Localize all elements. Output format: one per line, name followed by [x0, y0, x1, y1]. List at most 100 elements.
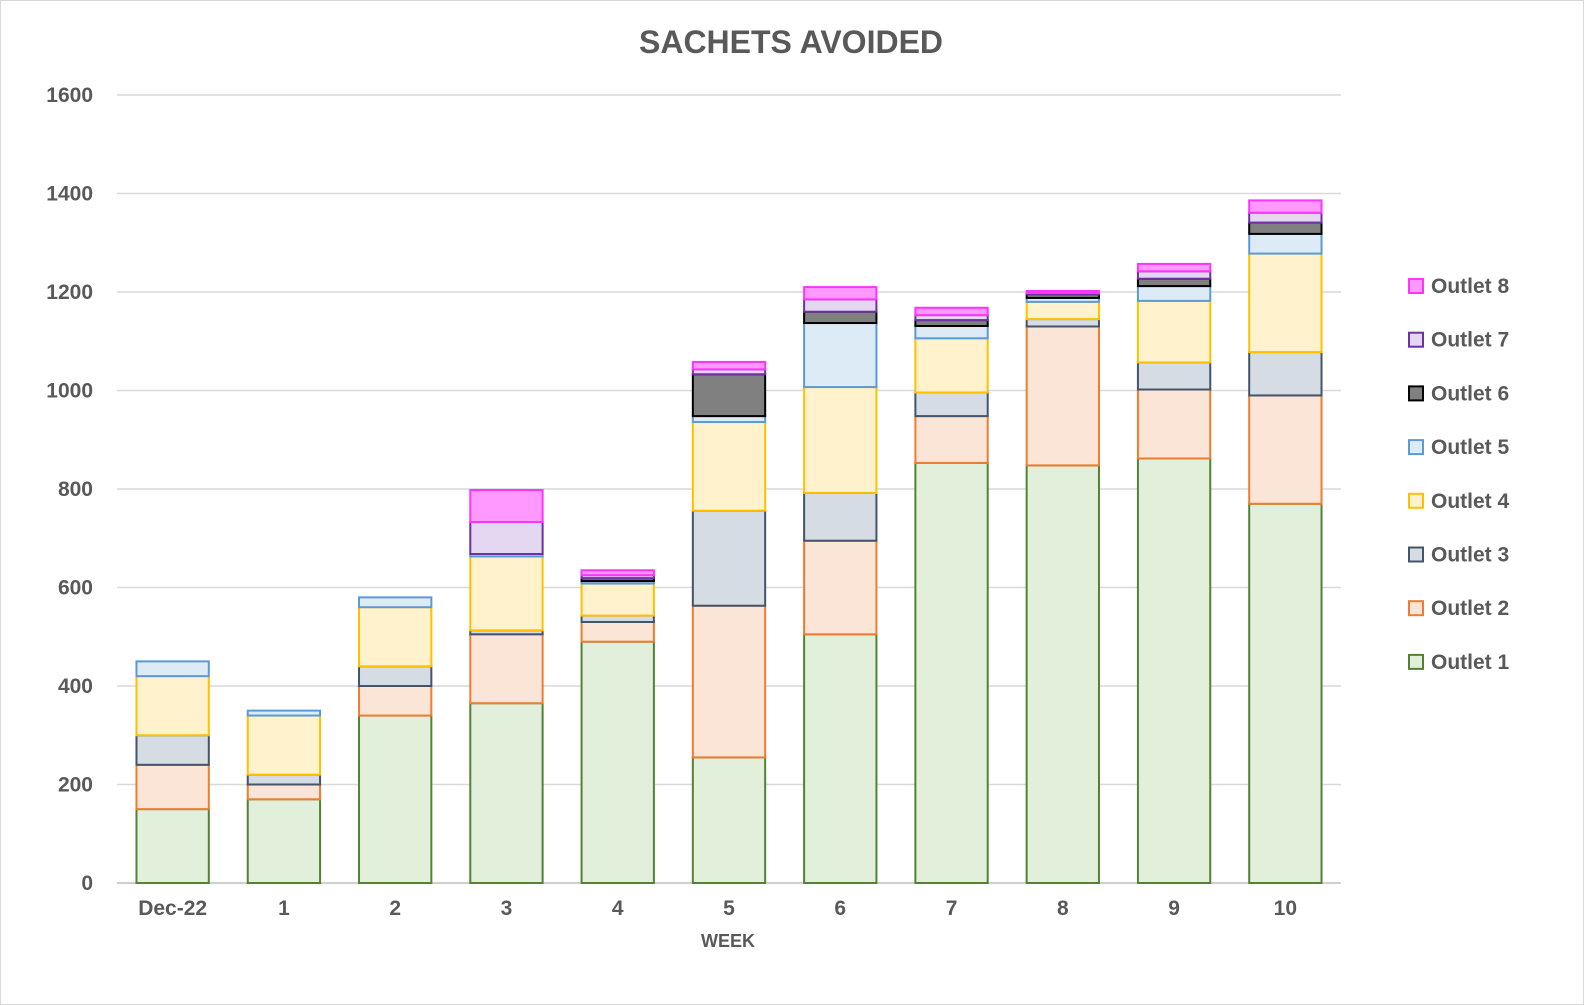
bar-segment [1136, 262, 1212, 273]
bar-segment [914, 324, 989, 340]
axes: 0 200 400 600 800 1000 1200 1400 1600 Dec-22 1 2 3 4 5… [46, 84, 1297, 920]
bar-segment [358, 665, 433, 687]
bar-segment [580, 640, 655, 884]
legend-swatch [1408, 439, 1424, 456]
bar-segment [803, 386, 878, 494]
bar-segment [1248, 351, 1323, 397]
bar-segment [691, 360, 767, 371]
bar-segment [135, 660, 210, 678]
bar-segment [246, 773, 322, 786]
bar-segment [914, 461, 989, 884]
x-tick-label: 6 [834, 897, 846, 920]
x-tick-label: 7 [946, 897, 958, 920]
bar-segment [246, 783, 322, 801]
bar-segment [691, 756, 767, 884]
bar-segment [580, 582, 655, 617]
legend-label: Outlet 6 [1431, 382, 1509, 405]
bar-segment [358, 714, 433, 884]
y-tick-label: 800 [58, 478, 93, 501]
bar-segment [135, 808, 210, 884]
y-tick-label: 0 [81, 872, 93, 895]
legend: Outlet 8 Outlet 7 Outlet 6 Outlet 5 Outlet 4… [1408, 275, 1509, 674]
bar-segment [691, 604, 767, 759]
bar-segment [1248, 232, 1323, 255]
y-tick-label: 200 [58, 774, 93, 797]
bar-segment [691, 509, 767, 607]
legend-swatch [1408, 385, 1424, 402]
bar-segment [1136, 270, 1212, 280]
bar-segment [1136, 388, 1212, 460]
bar-segment [135, 675, 210, 737]
bar-segment [691, 421, 767, 512]
bar-segment [358, 596, 433, 609]
legend-swatch [1408, 331, 1424, 348]
legend-label: Outlet 2 [1431, 597, 1509, 620]
y-tick-label: 1200 [46, 281, 93, 304]
bar-segment [1136, 285, 1212, 302]
bar-segment [1248, 199, 1323, 214]
bar-segment [803, 539, 878, 636]
bar-segment [914, 415, 989, 464]
bar-segment [1025, 290, 1100, 294]
x-tick-label: 2 [389, 897, 401, 920]
legend-label: Outlet 5 [1431, 436, 1509, 459]
bar-segment [1248, 221, 1323, 235]
legend-swatch [1408, 600, 1424, 617]
x-tick-label: 4 [612, 897, 624, 920]
y-tick-label: 1000 [46, 380, 93, 403]
bar-segment [803, 310, 878, 325]
bar-segment [469, 633, 544, 705]
bar-segment [1248, 502, 1323, 884]
legend-swatch [1408, 278, 1424, 294]
legend-label: Outlet 4 [1431, 490, 1509, 513]
bar-segment [803, 633, 878, 884]
bar-segment [914, 306, 989, 317]
chart-title: SACHETS AVOIDED [639, 24, 943, 60]
y-tick-label: 400 [58, 675, 93, 698]
y-tick-label: 1400 [46, 183, 93, 206]
x-tick-label: 1 [278, 897, 290, 920]
bar-segment [469, 520, 544, 556]
x-axis-title: WEEK [701, 931, 755, 951]
legend-label: Outlet 7 [1431, 329, 1509, 352]
bar-segment [691, 373, 767, 418]
bar-segment [246, 798, 322, 885]
bar-segment [358, 685, 433, 717]
legend-swatch [1408, 492, 1424, 509]
legend-label: Outlet 1 [1431, 651, 1509, 674]
bar-segment [1025, 464, 1100, 884]
bar-segment [246, 714, 322, 776]
bar-segment [1025, 325, 1100, 467]
bar-segment [469, 702, 544, 884]
bar-segment [469, 555, 544, 632]
bar-segment [135, 734, 210, 766]
bar-segment [1136, 361, 1212, 391]
bar-segment [803, 286, 878, 301]
x-tick-label: 10 [1274, 897, 1297, 920]
bar-segment [580, 569, 655, 577]
legend-swatch [1408, 653, 1424, 670]
bar-segment [1136, 457, 1212, 884]
x-tick-label: Dec-22 [138, 897, 207, 920]
legend-swatch [1408, 546, 1424, 563]
legend-label: Outlet 3 [1431, 544, 1509, 567]
bar-segment [580, 620, 655, 643]
bar-segment [1248, 252, 1323, 354]
bar-segment [1136, 277, 1212, 288]
bar-segment [803, 322, 878, 389]
legend-label: Outlet 8 [1431, 275, 1509, 298]
bar-segment [1248, 394, 1323, 505]
bar-segment [469, 488, 544, 523]
bar-segment [1025, 318, 1100, 328]
bar-segment [1248, 211, 1323, 224]
bar-segment [914, 337, 989, 394]
y-tick-label: 1600 [46, 84, 93, 107]
x-tick-label: 5 [723, 897, 735, 920]
bar-segment [246, 709, 322, 717]
bar-segment [803, 491, 878, 542]
bar-segment [914, 391, 989, 418]
x-tick-label: 9 [1168, 897, 1180, 920]
x-tick-label: 8 [1057, 897, 1069, 920]
